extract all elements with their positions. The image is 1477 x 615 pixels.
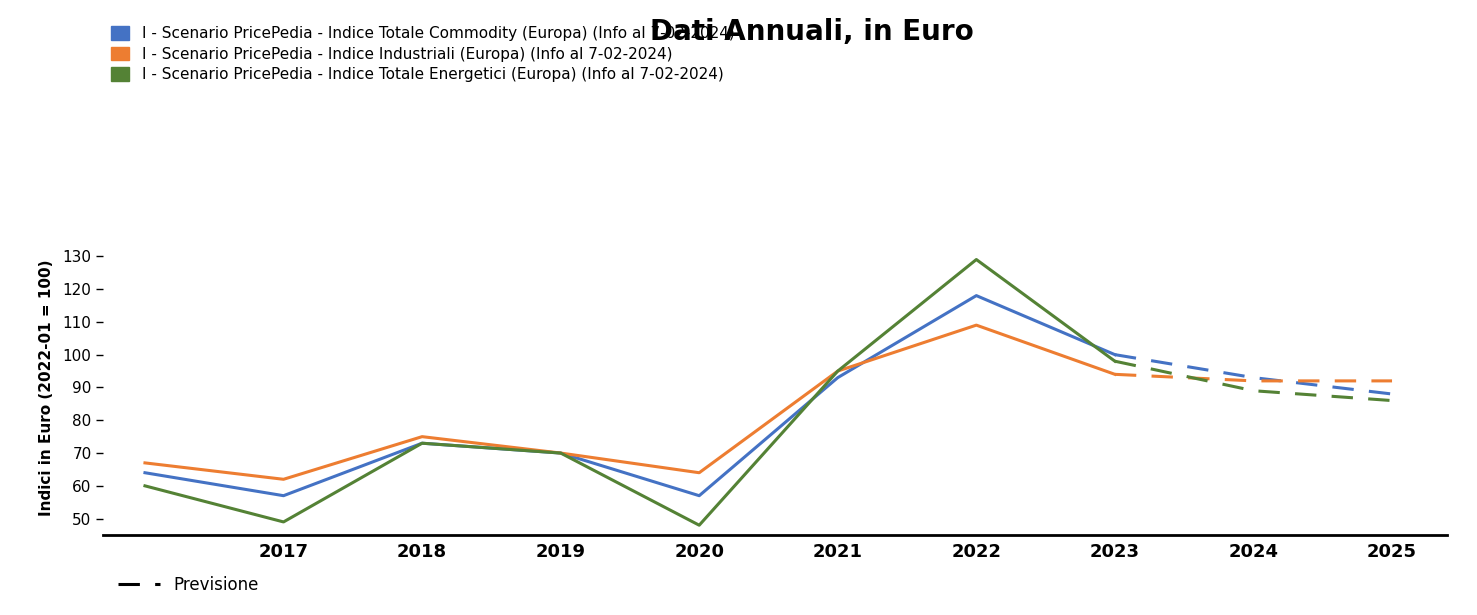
Text: Dati Annuali, in Euro: Dati Annuali, in Euro <box>650 18 975 47</box>
Y-axis label: Indici in Euro (2022-01 = 100): Indici in Euro (2022-01 = 100) <box>40 259 55 516</box>
Legend: Previsione: Previsione <box>112 569 266 600</box>
Legend: I - Scenario PricePedia - Indice Totale Commodity (Europa) (Info al 7-02-2024), : I - Scenario PricePedia - Indice Totale … <box>111 26 734 82</box>
